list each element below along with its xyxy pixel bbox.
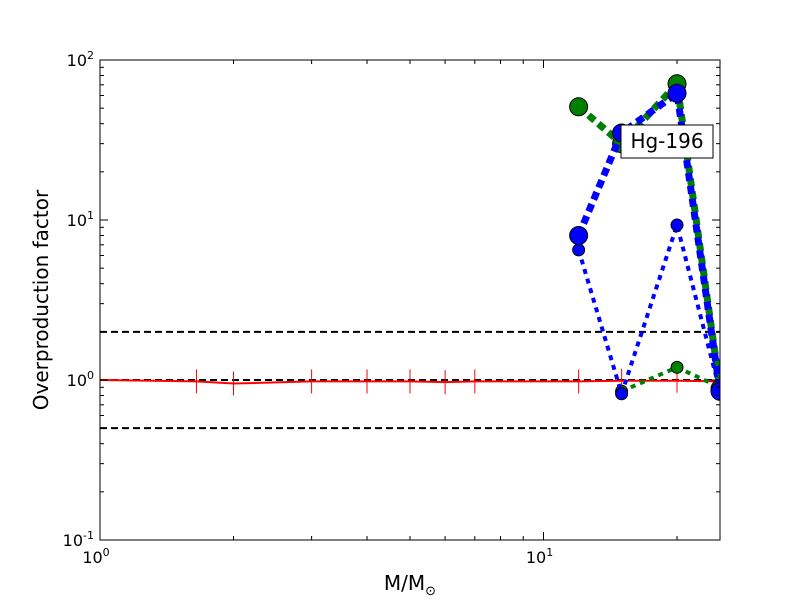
series-3-point-0 [572,243,586,257]
series-3-point-1 [615,387,629,401]
y-tick-label-1: 100 [67,369,94,390]
x-tick-label-1: 101 [526,546,553,567]
y-tick-label-0: 10-1 [63,529,94,550]
x-tick-label-1-exponent: 1 [546,546,553,559]
series-0-line [100,379,720,385]
series-1-point-1 [670,360,684,374]
series-1-line [620,365,720,394]
x-tick-label-0-base: 10 [82,548,102,567]
annotation-label: Hg-196 [630,129,703,153]
annotation-box: Hg-196 [620,124,714,159]
y-tick-label-1-base: 10 [67,371,87,390]
y-tick-label-1-exponent: 0 [87,369,94,382]
series-layer [100,74,720,401]
y-tick-label-0-base: 10 [63,531,83,550]
y-tick-label-0-exponent: -1 [83,529,94,542]
series-4-point-2 [667,83,687,103]
series-3-line [576,223,720,396]
series-3-point-2 [670,218,684,232]
y-tick-label-2-exponent: 1 [87,209,94,222]
series-4-line [575,89,720,392]
y-tick-label-3: 102 [67,49,94,70]
x-axis-label-sub: ⊙ [425,584,436,599]
x-axis-label: M/M⊙ [384,571,436,599]
series-2-point-0 [569,97,589,117]
x-tick-label-0: 100 [82,546,109,567]
series-4-point-0 [569,226,589,246]
y-axis-label: Overproduction factor [29,189,53,410]
y-tick-label-3-base: 10 [67,51,87,70]
y-tick-label-2: 101 [67,209,94,230]
x-axis-label-main: M/M [384,571,425,595]
x-tick-label-0-exponent: 0 [103,546,110,559]
y-tick-label-3-exponent: 2 [87,49,94,62]
y-tick-label-2-base: 10 [67,211,87,230]
x-tick-label-1-base: 10 [526,548,546,567]
